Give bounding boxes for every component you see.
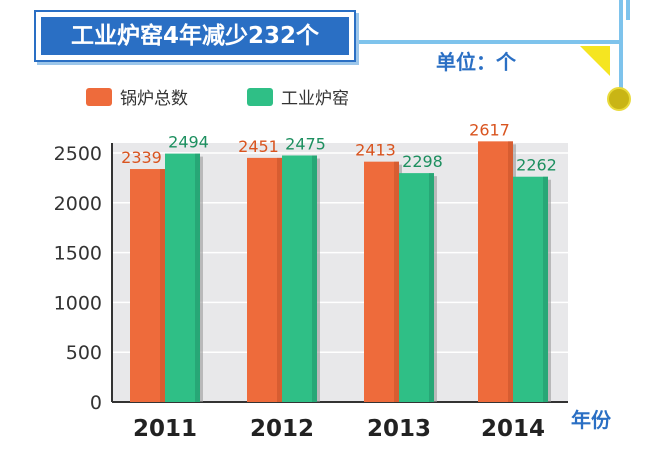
legend-label-kiln: 工业炉窑 [281, 89, 349, 109]
y-tick-label: 1500 [54, 243, 102, 265]
x-tick-label-2013: 2013 [367, 416, 431, 442]
legend-swatch-kiln [247, 87, 273, 106]
data-label-boiler-2012: 2451 [238, 137, 279, 156]
bar-boiler-2014 [478, 141, 513, 402]
x-tick-label-2011: 2011 [133, 416, 197, 442]
unit-label: 单位：个 [436, 50, 516, 74]
data-label-boiler-2014: 2617 [469, 120, 510, 139]
bar-edge [508, 141, 513, 402]
bar-edge [394, 161, 399, 402]
data-label-kiln-2014: 2262 [516, 156, 557, 175]
bar-edge [277, 157, 282, 402]
bar-edge [429, 173, 434, 402]
bar-kiln-2012 [282, 155, 317, 402]
decorative-corner-triangle [580, 46, 610, 76]
bar-edge [195, 153, 200, 402]
data-label-boiler-2013: 2413 [355, 141, 396, 160]
bar-kiln-2011 [165, 153, 200, 402]
x-tick-label-2014: 2014 [481, 416, 545, 442]
decorative-frame-right [619, 0, 623, 98]
data-label-kiln-2013: 2298 [402, 152, 443, 171]
y-tick-label: 0 [90, 392, 102, 414]
bar-boiler-2011 [130, 169, 165, 402]
bar-edge [312, 155, 317, 402]
data-label-kiln-2011: 2494 [168, 133, 209, 152]
bar-edge [160, 169, 165, 402]
decorative-knob [607, 87, 631, 111]
legend-item-boiler: 锅炉总数 [86, 84, 188, 109]
bar-edge [543, 176, 548, 402]
data-label-boiler-2011: 2339 [121, 148, 162, 167]
bar-boiler-2013 [364, 161, 399, 402]
data-label-kiln-2012: 2475 [285, 134, 326, 153]
y-tick-label: 2500 [54, 143, 102, 165]
bar-kiln-2013 [399, 173, 434, 402]
y-tick-label: 2000 [54, 193, 102, 215]
bar-kiln-2014 [513, 176, 548, 402]
legend-swatch-boiler [86, 87, 112, 106]
y-tick-label: 1000 [54, 292, 102, 314]
x-axis-unit-label: 年份 [571, 408, 611, 432]
x-tick-label-2012: 2012 [250, 416, 314, 442]
decorative-frame-right-2 [626, 0, 630, 20]
legend-item-kiln: 工业炉窑 [247, 84, 349, 109]
decorative-frame-top [355, 40, 623, 44]
bar-boiler-2012 [247, 157, 282, 402]
chart-title: 工业炉窑4年减少232个 [41, 17, 349, 55]
legend-label-boiler: 锅炉总数 [120, 89, 188, 109]
title-box: 工业炉窑4年减少232个 [34, 10, 356, 62]
y-tick-label: 500 [66, 342, 102, 364]
